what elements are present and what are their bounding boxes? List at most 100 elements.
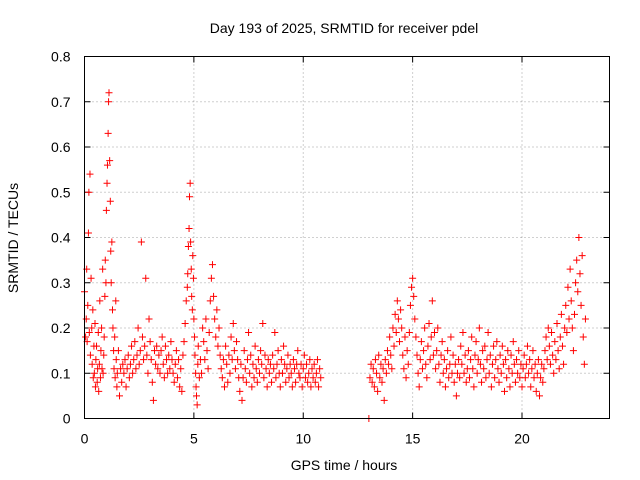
data-point [286, 360, 294, 368]
data-point [397, 306, 405, 314]
data-point [424, 342, 432, 350]
data-point [479, 347, 487, 355]
data-point [145, 315, 153, 323]
data-point [231, 365, 239, 373]
data-point [418, 365, 426, 373]
data-point [190, 315, 198, 323]
data-point [202, 315, 210, 323]
data-point [206, 297, 214, 305]
data-point [447, 333, 455, 341]
data-point [113, 369, 121, 377]
data-point [84, 301, 92, 309]
y-axis-label: SRMTID / TECUs [5, 183, 21, 293]
data-point [432, 365, 440, 373]
data-point [135, 360, 143, 368]
data-point [567, 297, 575, 305]
data-point [103, 161, 111, 169]
data-point [475, 324, 483, 332]
data-point [204, 365, 212, 373]
data-point [579, 333, 587, 341]
x-axis-label: GPS time / hours [291, 457, 398, 473]
data-point [575, 234, 583, 241]
data-point [315, 383, 323, 391]
data-point [371, 356, 379, 364]
data-point [224, 378, 232, 386]
data-point [420, 347, 428, 355]
data-point [428, 297, 436, 305]
data-point [221, 383, 228, 391]
data-point [95, 387, 103, 395]
data-point [119, 360, 127, 368]
data-point [554, 347, 562, 355]
data-point [437, 351, 445, 359]
data-point [130, 356, 138, 364]
data-point [401, 333, 409, 341]
data-point [451, 360, 459, 368]
data-point [222, 342, 230, 350]
data-point [562, 301, 570, 309]
data-point [383, 347, 391, 355]
y-tick-label: 0.7 [51, 94, 71, 110]
data-point [483, 356, 491, 364]
data-point [170, 378, 178, 386]
data-point [89, 306, 97, 314]
data-point [280, 342, 288, 350]
data-point [480, 365, 488, 373]
data-point [529, 347, 537, 355]
data-point [85, 188, 93, 196]
data-point [208, 261, 216, 269]
data-point [217, 365, 225, 373]
data-point [156, 369, 164, 377]
data-point [104, 129, 112, 137]
data-point [270, 365, 278, 373]
data-point [88, 360, 96, 368]
data-point [578, 252, 586, 260]
data-point [178, 387, 186, 395]
data-point [502, 356, 510, 364]
data-series [81, 89, 589, 422]
data-point [254, 356, 262, 364]
data-point [242, 378, 250, 386]
y-tick-label: 0.3 [51, 275, 71, 291]
data-point [288, 383, 296, 391]
data-point [563, 329, 571, 337]
data-point [86, 351, 94, 359]
data-point [408, 283, 416, 291]
data-point [276, 383, 284, 391]
data-point [533, 369, 541, 377]
data-point [381, 356, 389, 364]
data-point [128, 342, 136, 350]
data-point [550, 369, 558, 377]
data-point [181, 319, 189, 327]
data-point [246, 369, 254, 377]
data-point [410, 292, 418, 300]
data-point [548, 329, 556, 337]
data-point [171, 360, 179, 368]
data-point [259, 319, 267, 327]
data-point [91, 383, 99, 391]
data-point [218, 374, 226, 382]
data-point [443, 365, 451, 373]
data-point [528, 365, 536, 373]
data-point [527, 383, 535, 391]
data-point [300, 351, 308, 359]
data-point [114, 347, 122, 355]
data-point [558, 342, 566, 350]
data-point [504, 347, 512, 355]
data-point [243, 356, 251, 364]
data-point [436, 378, 444, 386]
data-point [473, 369, 481, 377]
data-point [266, 360, 274, 368]
data-point [268, 378, 276, 386]
data-point [531, 360, 539, 368]
data-point [187, 265, 195, 273]
data-point [111, 374, 119, 382]
data-point [497, 369, 505, 377]
x-tick-label: 0 [81, 431, 89, 447]
y-tick-label: 0.4 [51, 230, 71, 246]
data-point [148, 378, 156, 386]
data-point [514, 369, 522, 377]
data-point [457, 342, 465, 350]
data-point [433, 347, 441, 355]
